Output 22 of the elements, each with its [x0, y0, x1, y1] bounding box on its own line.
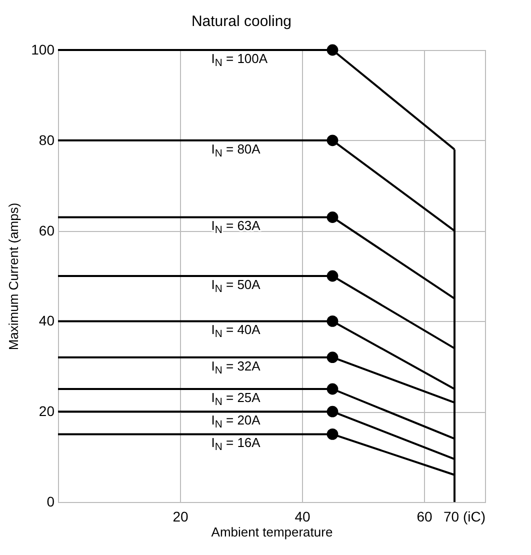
series-label: I$_{N}$ = 16A	[211, 435, 261, 453]
series-label: I$_{N}$ = 50A	[211, 277, 261, 294]
y-tick-label: 80	[38, 132, 55, 148]
y-axis-title: Maximum Current (amps)	[6, 202, 22, 350]
x-tick-label: 70 (iC)	[443, 508, 486, 524]
y-tick-label: 100	[31, 42, 55, 58]
series-label: I$_{N}$ = 63A	[211, 218, 261, 236]
series-label: I$_{N}$ = 100A	[211, 51, 268, 68]
chart-title: Natural cooling	[191, 13, 292, 30]
series-label: I$_{N}$ = 25A	[211, 390, 261, 408]
series-label: I$_{N}$ = 80A	[211, 141, 261, 159]
x-tick-label: 40	[294, 508, 310, 524]
x-tick-label: 20	[172, 508, 188, 524]
y-tick-label: 0	[46, 494, 55, 510]
series-label: I$_{N}$ = 40A	[211, 322, 261, 340]
y-tick-label: 40	[38, 312, 55, 329]
series-label: I$_{N}$ = 32A	[211, 358, 261, 376]
y-tick-label: 20	[38, 403, 55, 420]
y-tick-label: 60	[38, 222, 55, 238]
x-axis-title: Ambient temperature	[211, 524, 333, 540]
x-tick-label: 60	[416, 508, 432, 524]
series-label: I$_{N}$ = 20A	[211, 412, 261, 430]
